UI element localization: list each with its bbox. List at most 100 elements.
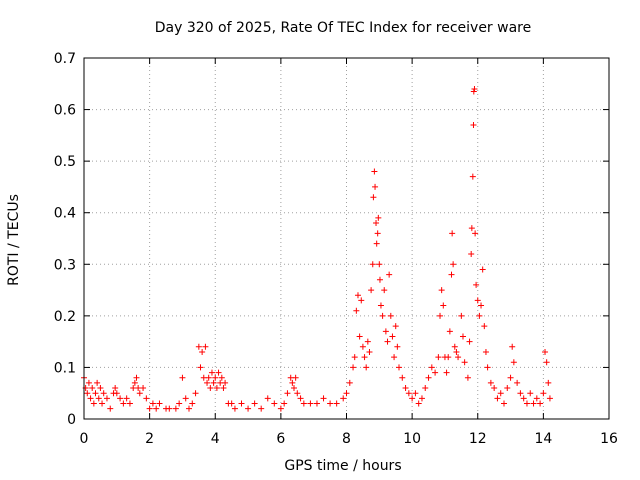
x-tick-label: 14 bbox=[534, 431, 552, 447]
x-tick-label: 6 bbox=[276, 431, 285, 447]
data-point bbox=[530, 400, 537, 407]
data-point bbox=[409, 395, 416, 402]
y-tick-labels: 0 0.1 0.2 0.3 0.4 0.5 0.6 0.7 bbox=[54, 51, 76, 428]
data-point bbox=[533, 395, 540, 402]
data-point bbox=[300, 400, 307, 407]
x-tick-label: 2 bbox=[145, 431, 154, 447]
x-tick-label: 0 bbox=[80, 431, 89, 447]
data-point bbox=[466, 338, 473, 345]
data-point bbox=[422, 385, 429, 392]
axis-ticks bbox=[83, 57, 610, 420]
data-point bbox=[471, 85, 478, 92]
data-point bbox=[192, 390, 199, 397]
data-point bbox=[368, 287, 375, 294]
data-point bbox=[271, 400, 278, 407]
data-point bbox=[146, 405, 153, 412]
data-point bbox=[507, 374, 514, 381]
data-point bbox=[376, 276, 383, 283]
data-point bbox=[382, 328, 389, 335]
data-point bbox=[90, 400, 97, 407]
data-point bbox=[195, 343, 202, 350]
data-point bbox=[107, 405, 114, 412]
data-point bbox=[497, 390, 504, 397]
data-point bbox=[377, 302, 384, 309]
data-point bbox=[112, 385, 119, 392]
data-point bbox=[215, 369, 222, 376]
data-point bbox=[464, 374, 471, 381]
data-point bbox=[523, 400, 530, 407]
y-tick-label: 0.5 bbox=[54, 154, 76, 170]
data-point bbox=[156, 400, 163, 407]
data-point bbox=[353, 307, 360, 314]
data-point bbox=[437, 312, 444, 319]
data-point bbox=[374, 230, 381, 237]
y-tick-label: 0.3 bbox=[54, 257, 76, 273]
data-point bbox=[375, 214, 382, 221]
data-point bbox=[384, 338, 391, 345]
data-point bbox=[443, 369, 450, 376]
data-point bbox=[451, 343, 458, 350]
y-tick-label: 0.6 bbox=[54, 103, 76, 119]
data-point bbox=[472, 230, 479, 237]
data-point bbox=[514, 379, 521, 386]
data-point bbox=[186, 405, 192, 412]
data-point bbox=[479, 266, 486, 273]
data-point bbox=[371, 168, 378, 175]
data-point bbox=[212, 374, 219, 381]
data-point bbox=[356, 333, 363, 340]
data-point bbox=[478, 302, 485, 309]
grid-lines bbox=[84, 58, 609, 419]
data-point bbox=[405, 390, 412, 397]
data-point bbox=[381, 287, 388, 294]
data-point bbox=[123, 395, 130, 402]
data-point bbox=[470, 122, 477, 129]
data-point bbox=[468, 250, 475, 257]
data-point bbox=[540, 390, 547, 397]
data-point bbox=[440, 302, 447, 309]
data-point bbox=[438, 287, 445, 294]
data-point bbox=[394, 343, 401, 350]
data-point bbox=[510, 359, 517, 366]
data-point bbox=[327, 400, 334, 407]
data-point bbox=[501, 400, 507, 407]
data-point bbox=[202, 343, 209, 350]
data-point bbox=[199, 348, 206, 355]
y-tick-label: 0 bbox=[67, 412, 76, 428]
data-point bbox=[412, 390, 419, 397]
data-point bbox=[372, 183, 379, 190]
data-point bbox=[392, 323, 399, 330]
data-point bbox=[425, 374, 432, 381]
data-point bbox=[179, 374, 186, 381]
data-point bbox=[213, 385, 220, 392]
data-point bbox=[476, 312, 483, 319]
data-point bbox=[468, 225, 475, 232]
data-point bbox=[210, 379, 217, 386]
data-point bbox=[351, 354, 358, 361]
data-point bbox=[182, 395, 189, 402]
data-point bbox=[369, 261, 376, 268]
data-point bbox=[97, 385, 104, 392]
data-point bbox=[281, 400, 288, 407]
data-point bbox=[545, 379, 552, 386]
data-point bbox=[166, 405, 173, 412]
data-point bbox=[386, 271, 393, 278]
data-point bbox=[481, 323, 488, 330]
y-axis-label: ROTI / TECUs bbox=[6, 194, 22, 286]
data-point bbox=[363, 364, 370, 371]
data-point bbox=[473, 281, 480, 288]
data-point bbox=[222, 379, 229, 386]
data-point bbox=[364, 338, 371, 345]
data-point bbox=[204, 379, 211, 386]
data-point bbox=[291, 385, 297, 392]
data-point bbox=[120, 400, 127, 407]
y-tick-label: 0.1 bbox=[54, 360, 76, 376]
data-point bbox=[537, 400, 544, 407]
x-tick-label: 8 bbox=[342, 431, 351, 447]
data-point bbox=[294, 390, 301, 397]
data-point bbox=[373, 220, 380, 227]
data-point bbox=[484, 364, 491, 371]
data-point bbox=[487, 379, 494, 386]
data-point bbox=[340, 395, 347, 402]
data-point bbox=[445, 354, 452, 361]
